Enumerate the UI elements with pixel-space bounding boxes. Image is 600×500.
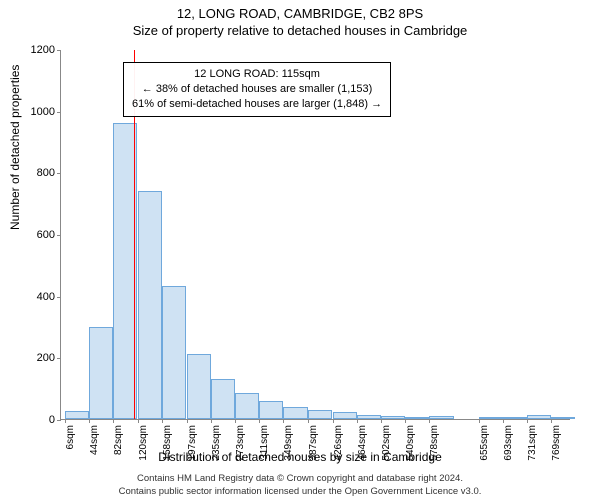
histogram-bar	[429, 416, 453, 419]
y-tick-label: 800	[21, 167, 61, 179]
info-box-line: 61% of semi-detached houses are larger (…	[132, 97, 382, 112]
histogram-bar	[308, 410, 332, 419]
y-tick-mark	[57, 112, 61, 113]
x-tick-mark	[429, 419, 430, 423]
x-tick-label: 6sqm	[65, 425, 76, 449]
histogram-bar	[381, 416, 405, 419]
page-title: 12, LONG ROAD, CAMBRIDGE, CB2 8PS	[0, 0, 600, 21]
y-tick-label: 600	[21, 229, 61, 241]
x-tick-mark	[479, 419, 480, 423]
histogram-bar	[138, 191, 162, 419]
page-subtitle: Size of property relative to detached ho…	[0, 21, 600, 38]
histogram-bar	[283, 407, 307, 419]
y-axis-label: Number of detached properties	[8, 65, 22, 230]
histogram-bar	[162, 286, 186, 419]
y-tick-label: 400	[21, 291, 61, 303]
x-tick-mark	[259, 419, 260, 423]
info-box-line: ← 38% of detached houses are smaller (1,…	[132, 82, 382, 97]
histogram-bar	[235, 393, 259, 419]
y-tick-mark	[57, 420, 61, 421]
x-tick-mark	[187, 419, 188, 423]
y-tick-mark	[57, 50, 61, 51]
footer-line-2: Contains public sector information licen…	[0, 486, 600, 498]
x-tick-mark	[89, 419, 90, 423]
histogram-bar	[65, 411, 89, 419]
histogram-bar	[187, 354, 211, 419]
histogram-bar	[259, 401, 283, 420]
histogram-bar	[479, 417, 503, 419]
footer-line-1: Contains HM Land Registry data © Crown c…	[0, 473, 600, 485]
histogram-bar	[551, 417, 575, 419]
x-tick-mark	[551, 419, 552, 423]
histogram-bar	[357, 415, 381, 419]
histogram-bar	[89, 327, 113, 420]
chart-plot-area: 0200400600800100012006sqm44sqm82sqm120sq…	[60, 50, 570, 420]
attribution-footer: Contains HM Land Registry data © Crown c…	[0, 473, 600, 498]
y-tick-mark	[57, 235, 61, 236]
x-tick-mark	[357, 419, 358, 423]
x-axis-label: Distribution of detached houses by size …	[0, 450, 600, 464]
x-tick-mark	[211, 419, 212, 423]
y-tick-label: 0	[21, 414, 61, 426]
histogram-bar	[405, 417, 429, 419]
y-tick-mark	[57, 358, 61, 359]
x-tick-mark	[333, 419, 334, 423]
info-box: 12 LONG ROAD: 115sqm← 38% of detached ho…	[123, 62, 391, 117]
x-tick-mark	[162, 419, 163, 423]
x-tick-mark	[283, 419, 284, 423]
y-tick-label: 1200	[21, 44, 61, 56]
y-tick-label: 1000	[21, 106, 61, 118]
histogram-bar	[211, 379, 235, 419]
y-tick-label: 200	[21, 352, 61, 364]
x-tick-mark	[308, 419, 309, 423]
histogram-bar	[503, 417, 527, 419]
y-tick-mark	[57, 297, 61, 298]
histogram-bar	[527, 415, 551, 419]
y-tick-mark	[57, 173, 61, 174]
histogram-bar	[333, 412, 357, 419]
x-tick-mark	[65, 419, 66, 423]
info-box-line: 12 LONG ROAD: 115sqm	[132, 67, 382, 82]
x-tick-mark	[503, 419, 504, 423]
x-tick-mark	[113, 419, 114, 423]
x-tick-mark	[381, 419, 382, 423]
x-tick-mark	[405, 419, 406, 423]
x-tick-mark	[527, 419, 528, 423]
x-tick-mark	[138, 419, 139, 423]
x-tick-mark	[235, 419, 236, 423]
